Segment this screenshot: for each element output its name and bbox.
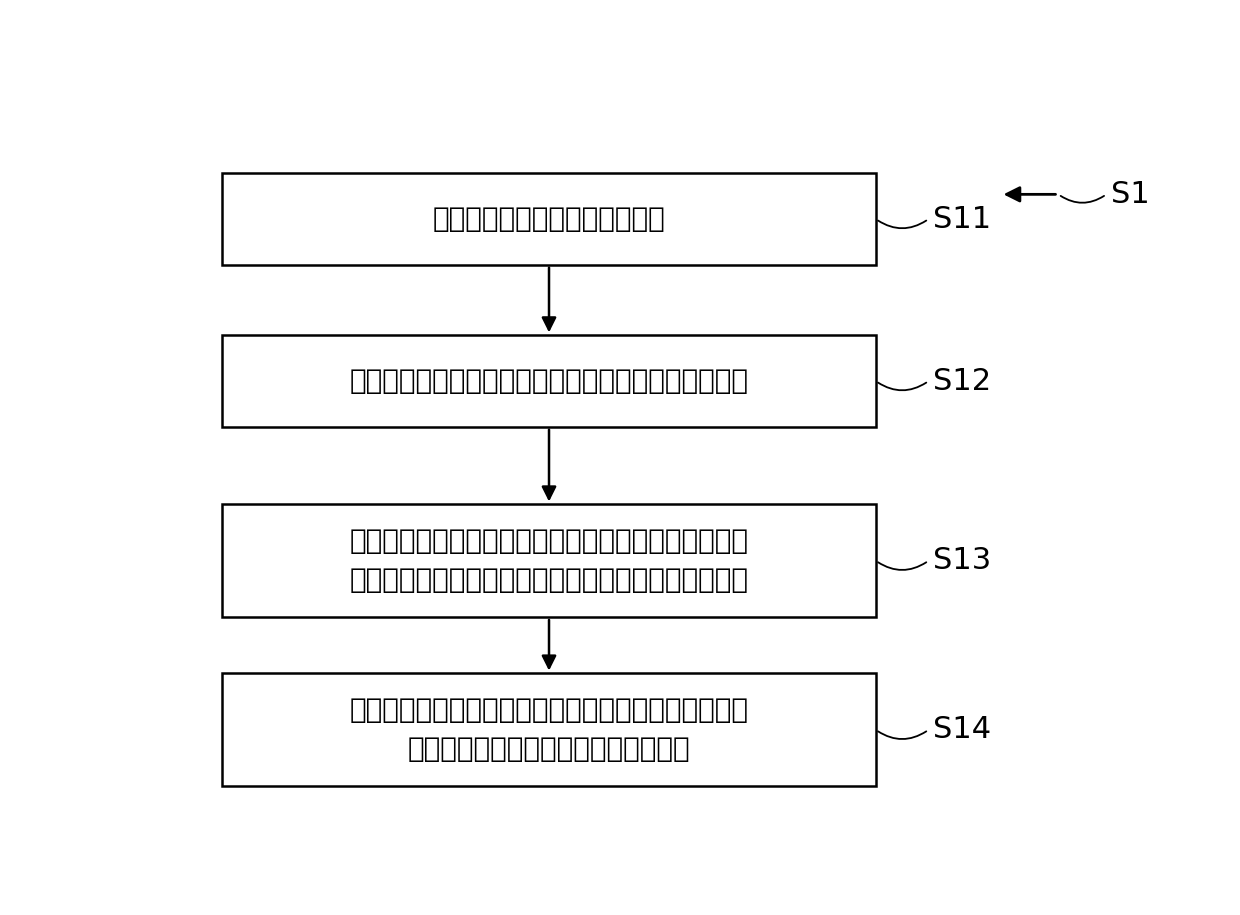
- Text: 所述车辆根据所述档位调节指令将所述车辆的当前档位
调节至与所述档位调节指令对应的档位: 所述车辆根据所述档位调节指令将所述车辆的当前档位 调节至与所述档位调节指令对应的…: [350, 696, 749, 763]
- Text: 所述电子设备根据所述档位调节操作生成档位调节指令: 所述电子设备根据所述档位调节操作生成档位调节指令: [350, 367, 749, 395]
- Bar: [222, 504, 875, 617]
- Text: 所述电子设备与所述车辆通信连接，所述电子设备将所
述档位调节指令发送至与所述电子设备绑定的所述车辆: 所述电子设备与所述车辆通信连接，所述电子设备将所 述档位调节指令发送至与所述电子…: [350, 527, 749, 594]
- Bar: [222, 335, 875, 426]
- Text: 所述电子设备接收档位调节操作: 所述电子设备接收档位调节操作: [433, 205, 666, 233]
- Bar: [222, 673, 875, 786]
- Text: S13: S13: [934, 546, 992, 576]
- Text: S14: S14: [934, 716, 992, 744]
- Text: S12: S12: [934, 367, 992, 395]
- Text: S11: S11: [934, 205, 992, 233]
- Text: S1: S1: [1111, 180, 1149, 209]
- Bar: [222, 173, 875, 264]
